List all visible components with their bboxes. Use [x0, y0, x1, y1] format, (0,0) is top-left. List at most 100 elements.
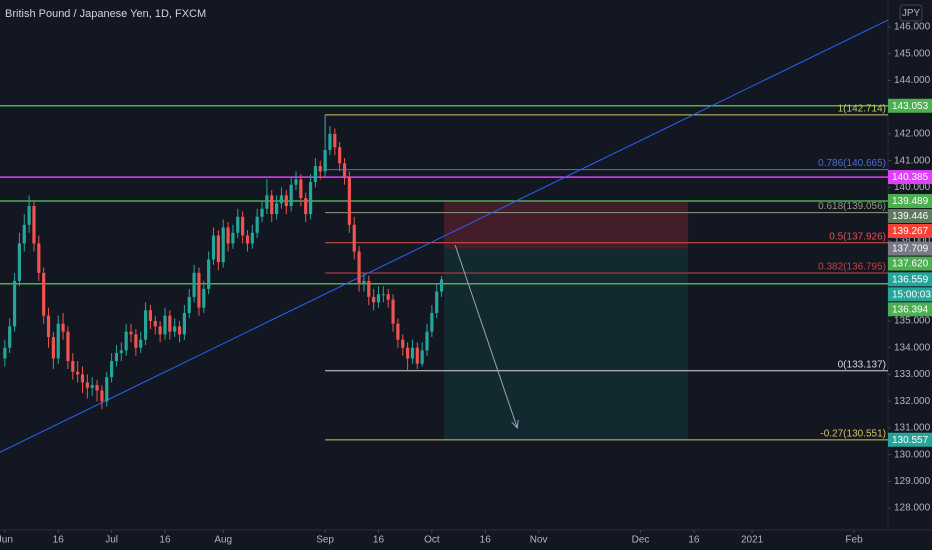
- price-tag: [888, 432, 932, 447]
- candle-body: [119, 350, 123, 354]
- y-tick-label: 129.000: [894, 476, 931, 487]
- candle-body: [323, 149, 327, 172]
- candle-body: [289, 184, 293, 207]
- candle-body: [105, 377, 109, 402]
- x-tick-label: Sep: [316, 535, 334, 546]
- candle-body: [129, 331, 133, 335]
- candle-body: [177, 326, 182, 335]
- candle-body: [338, 147, 342, 164]
- candle-body: [439, 279, 444, 292]
- y-tick-label: 131.000: [894, 423, 931, 434]
- candle-body: [216, 235, 220, 263]
- candle-body: [406, 347, 410, 359]
- price-tag-label: 137.620: [892, 259, 929, 270]
- currency-label[interactable]: JPY: [902, 8, 921, 19]
- candle-body: [12, 280, 17, 327]
- y-tick-label: 142.000: [894, 129, 931, 140]
- fib-label: 0.382(136.795): [818, 262, 886, 273]
- candle-body: [410, 347, 415, 359]
- candle-body: [367, 280, 371, 297]
- y-tick-label: 145.000: [894, 48, 931, 59]
- candle-body: [245, 235, 250, 244]
- candle-body: [265, 195, 269, 209]
- candle-body: [207, 259, 211, 289]
- price-tag-label: 140.385: [892, 172, 929, 183]
- y-tick-label: 141.000: [894, 155, 931, 166]
- y-tick-label: 130.000: [894, 449, 931, 460]
- candle-body: [71, 361, 75, 372]
- fib-label: 0(133.137): [838, 359, 886, 370]
- candle-body: [381, 294, 385, 296]
- candle-body: [27, 206, 31, 225]
- candle-body: [61, 323, 65, 332]
- currency-button[interactable]: [899, 4, 923, 22]
- candle-body: [17, 243, 22, 281]
- candle-body: [435, 291, 439, 313]
- candle-body: [187, 296, 191, 313]
- candle-body: [386, 294, 390, 300]
- candle-body: [42, 272, 46, 316]
- candle-body: [80, 374, 85, 383]
- candle-body: [110, 361, 114, 378]
- plot-area: 1(142.714) 0.786(140.665) 0.618(139.056) 0.…: [0, 19, 889, 453]
- candle-body: [51, 337, 55, 359]
- price-tag-label: 139.446: [892, 211, 929, 222]
- candle-body: [134, 334, 138, 348]
- candle-body: [114, 353, 119, 362]
- candle-body: [250, 232, 254, 244]
- x-tick-label: Jun: [0, 535, 13, 546]
- price-tag-label: 130.557: [892, 435, 929, 446]
- candle-body: [95, 385, 99, 391]
- candle-body: [66, 331, 70, 362]
- stop-zone: [444, 202, 689, 249]
- candle-body: [401, 339, 405, 348]
- candle-body: [221, 227, 225, 263]
- target-zone: [444, 248, 689, 440]
- price-tag: [888, 272, 932, 287]
- candle-body: [32, 206, 36, 244]
- x-tick-label: 16: [688, 535, 700, 546]
- candle-body: [391, 299, 395, 324]
- x-tick-label: Dec: [632, 535, 650, 546]
- candle-body: [148, 310, 153, 321]
- candle-body: [163, 315, 167, 335]
- candle-body: [158, 326, 162, 335]
- x-tick-label: 16: [53, 535, 65, 546]
- x-tick-label: Feb: [845, 535, 863, 546]
- x-tick-label: 16: [373, 535, 385, 546]
- y-tick-label: 146.000: [894, 22, 931, 33]
- y-tick-label: 135.000: [894, 316, 931, 327]
- x-tick-label: 16: [159, 535, 171, 546]
- price-tag-label: 136.559: [892, 274, 929, 285]
- candle-body: [313, 165, 318, 183]
- candle-body: [192, 272, 196, 297]
- price-tag: [888, 224, 932, 239]
- candle-body: [260, 208, 264, 217]
- x-tick-label: 16: [480, 535, 492, 546]
- candle-body: [270, 195, 274, 215]
- y-tick-label: 144.000: [894, 75, 931, 86]
- price-tag-label: 143.053: [892, 101, 929, 112]
- candle-body: [124, 331, 128, 351]
- candle-body: [328, 133, 332, 150]
- y-tick-label: 128.000: [894, 503, 931, 514]
- price-tag-label: 15:00:03: [892, 289, 931, 300]
- fib-label: 0.618(139.056): [818, 201, 886, 212]
- y-tick-label: 134.000: [894, 342, 931, 353]
- candle-body: [202, 288, 206, 308]
- arrow-head: [511, 419, 519, 429]
- y-tick-label: 133.000: [894, 369, 931, 380]
- price-tag: [888, 302, 932, 317]
- candle-body: [299, 179, 303, 199]
- candle-body: [284, 195, 288, 207]
- candle-body: [90, 385, 94, 388]
- price-tag-label: 137.709: [892, 244, 929, 255]
- candle-body: [197, 272, 201, 308]
- x-tick-label: 2021: [741, 535, 764, 546]
- candle-body: [211, 235, 216, 260]
- arrow-line: [454, 244, 518, 429]
- candle-body: [318, 165, 322, 172]
- candle-body: [425, 331, 429, 351]
